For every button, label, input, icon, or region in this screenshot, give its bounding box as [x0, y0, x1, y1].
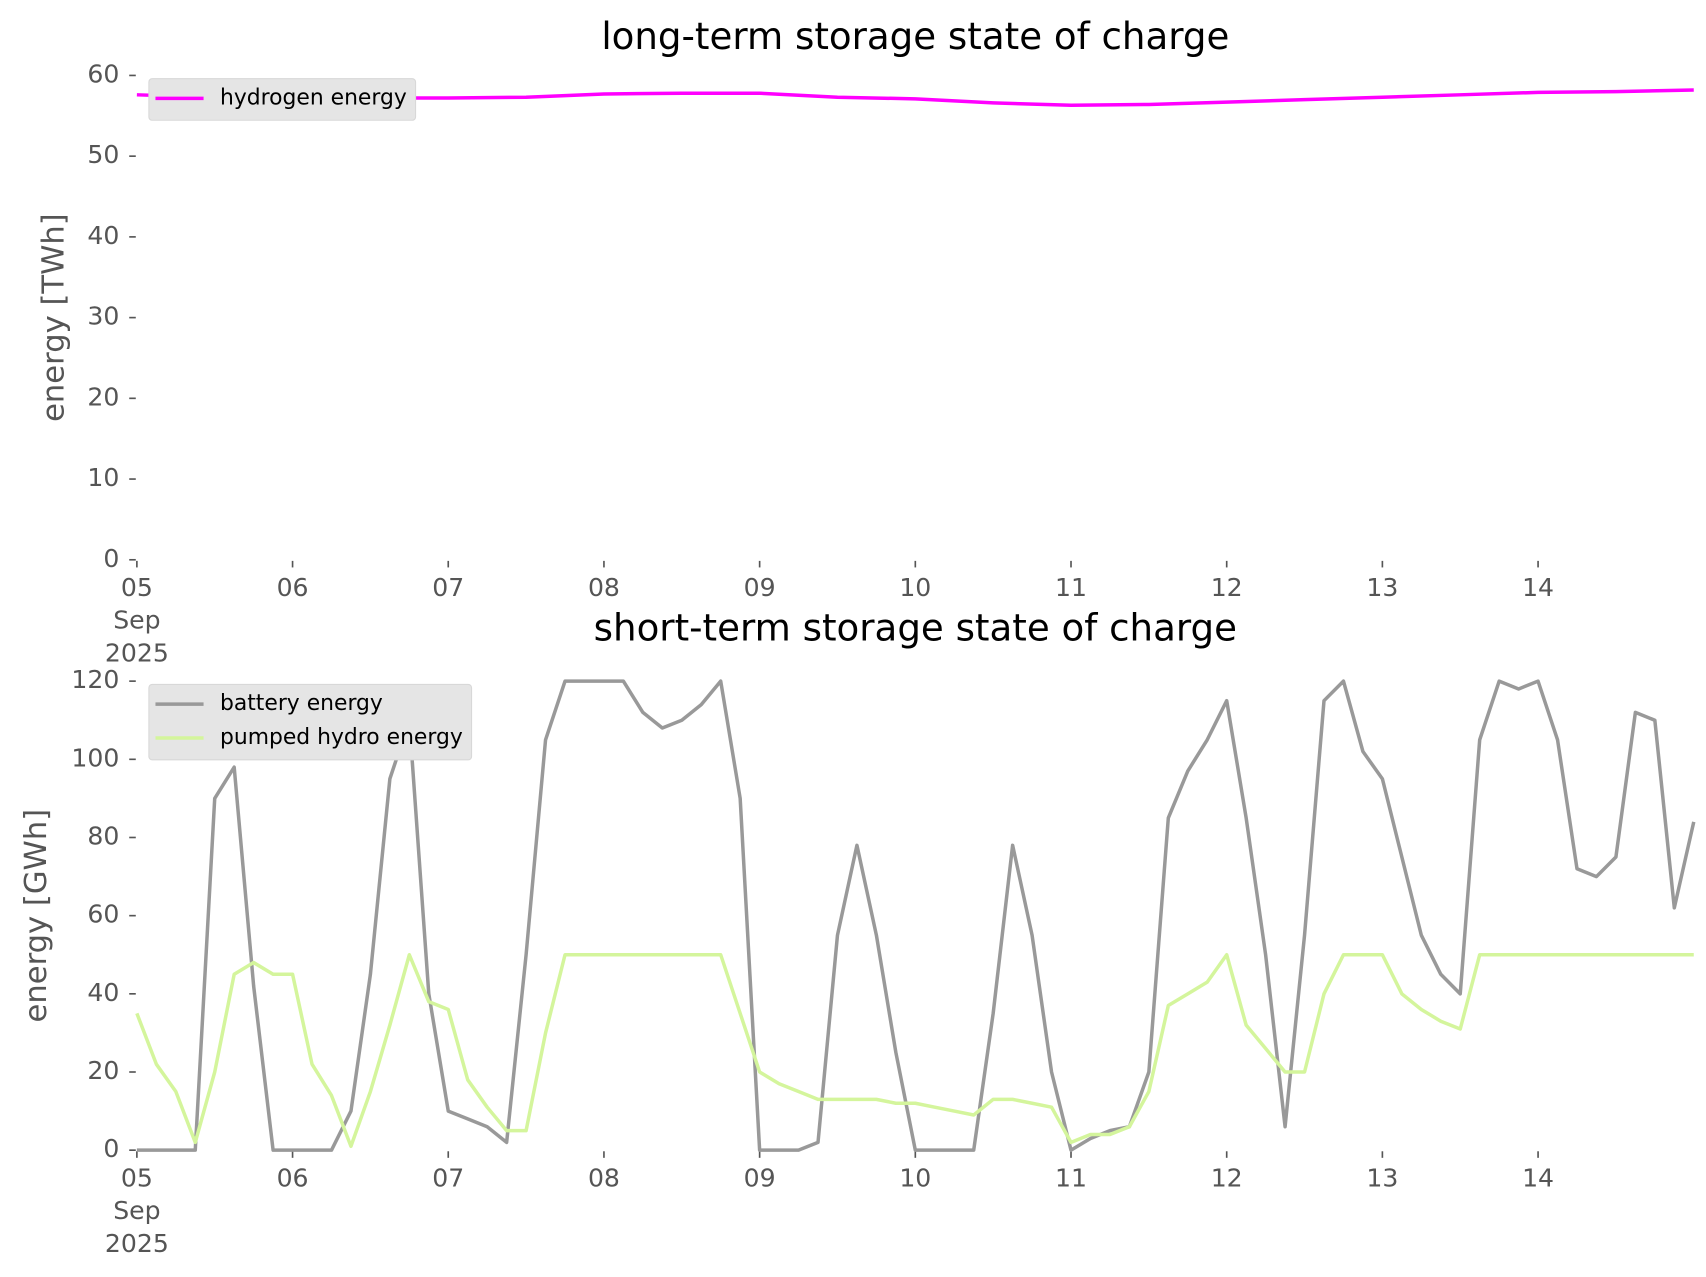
- y-axis-label: energy [GWh]: [19, 809, 54, 1023]
- x-tick-label: 05 Sep 2025: [105, 1163, 169, 1258]
- legend-label: pumped hydro energy: [220, 725, 463, 750]
- legend-box: [148, 78, 417, 121]
- chart-title: long-term storage state of charge: [601, 14, 1229, 58]
- x-tick-label: 14: [1522, 573, 1554, 602]
- x-tick-label: 12: [1211, 573, 1243, 602]
- x-tick-label: 11: [1055, 1163, 1087, 1192]
- y-tick-label: 20: [87, 382, 119, 411]
- legend-label: battery energy: [220, 691, 383, 716]
- x-tick-label: 11: [1055, 573, 1087, 602]
- legend: battery energy pumped hydro energy: [148, 683, 473, 761]
- series-line: [135, 952, 1694, 1149]
- x-tick-label: 05 Sep 2025: [105, 573, 169, 668]
- x-tick-label: 13: [1366, 573, 1398, 602]
- y-tick-label: 40: [87, 978, 119, 1007]
- x-tick-label: 10: [899, 1163, 931, 1192]
- y-tick-label: 50: [87, 140, 119, 169]
- y-tick-label: 60: [87, 59, 119, 88]
- x-tick-label: 07: [432, 1163, 464, 1192]
- chart-title: short-term storage state of charge: [594, 605, 1237, 649]
- y-tick-label: 40: [87, 221, 119, 250]
- y-tick-label: 10: [87, 463, 119, 492]
- y-tick-label: 0: [103, 544, 119, 573]
- legend: hydrogen energy: [148, 78, 417, 121]
- x-tick-label: 12: [1211, 1163, 1243, 1192]
- x-tick-label: 09: [744, 1163, 776, 1192]
- y-tick-label: 20: [87, 1056, 119, 1085]
- y-tick-label: 80: [87, 821, 119, 850]
- x-tick-label: 14: [1522, 1163, 1554, 1192]
- x-tick-label: 09: [744, 573, 776, 602]
- x-tick-label: 13: [1366, 1163, 1398, 1192]
- x-tick-label: 08: [588, 573, 620, 602]
- x-tick-label: 06: [277, 1163, 309, 1192]
- y-axis-label: energy [TWh]: [37, 213, 72, 422]
- y-tick-label: 60: [87, 900, 119, 929]
- y-tick-label: 100: [71, 743, 119, 772]
- y-tick-label: 30: [87, 302, 119, 331]
- x-tick-label: 10: [899, 573, 931, 602]
- y-tick-label: 0: [103, 1134, 119, 1163]
- y-tick-label: 120: [71, 665, 119, 694]
- x-tick-label: 06: [277, 573, 309, 602]
- x-tick-label: 07: [432, 573, 464, 602]
- legend-label: hydrogen energy: [220, 85, 407, 110]
- x-tick-label: 08: [588, 1163, 620, 1192]
- legend-box: [148, 683, 473, 761]
